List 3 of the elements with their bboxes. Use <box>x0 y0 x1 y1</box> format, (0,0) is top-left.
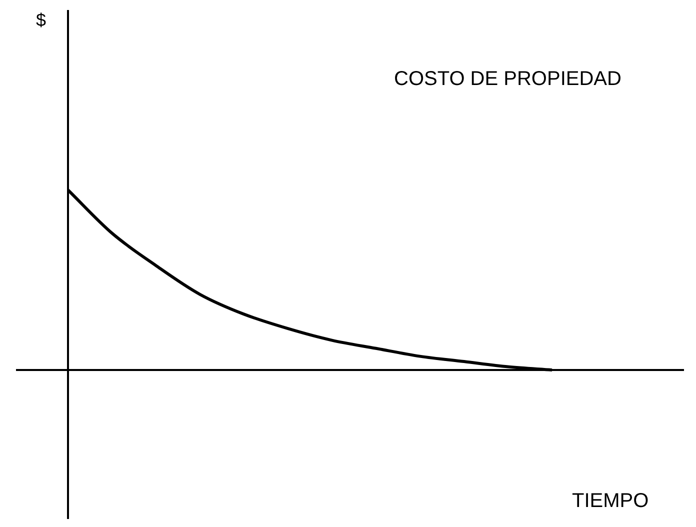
text: TIEMPO <box>572 490 649 513</box>
chart-title: COSTO DE PROPIEDAD <box>394 68 622 91</box>
text: $ <box>36 10 46 31</box>
